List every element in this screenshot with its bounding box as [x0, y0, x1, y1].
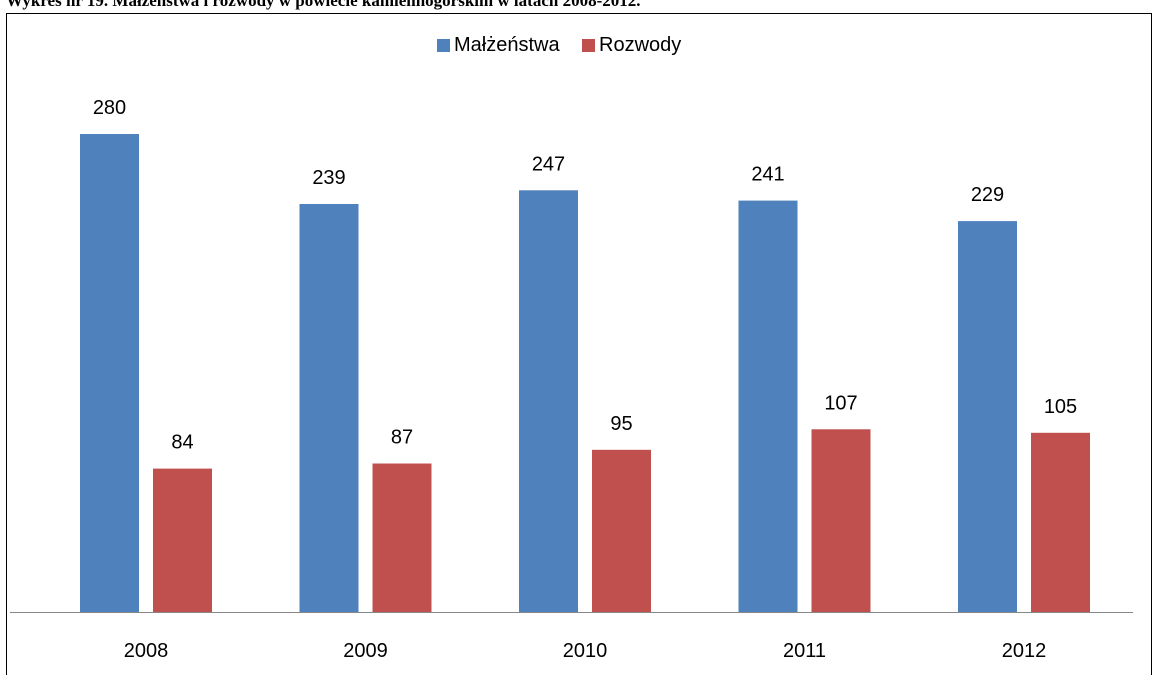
x-tick-label-2012: 2012	[1002, 640, 1047, 662]
legend-marker-0	[437, 39, 450, 52]
bar-rozwody-2008	[153, 468, 212, 612]
x-tick-label-2009: 2009	[343, 640, 388, 662]
bar-małżeństwa-2011	[738, 200, 798, 612]
chart-caption: Wykres nr 19. Małżeństwa i rozwody w pow…	[6, 0, 641, 10]
x-tick-label-2011: 2011	[783, 640, 826, 662]
chart-frame	[6, 13, 1152, 675]
x-tick-label-2010: 2010	[563, 640, 608, 662]
bar-małżeństwa-2012	[958, 221, 1017, 612]
bar-rozwody-2011	[811, 429, 871, 612]
legend: Małżeństwa Rozwody	[437, 34, 681, 56]
data-label-małżeństwa-2009: 239	[312, 167, 345, 189]
x-tick-label-2008: 2008	[124, 640, 169, 662]
data-label-małżeństwa-2012: 229	[971, 184, 1004, 206]
data-label-rozwody-2010: 95	[610, 413, 632, 435]
bar-rozwody-2012	[1031, 432, 1090, 613]
legend-label-1: Rozwody	[599, 34, 681, 56]
bar-rozwody-2010	[592, 449, 651, 612]
bar-małżeństwa-2010	[519, 190, 578, 613]
data-label-rozwody-2009: 87	[391, 427, 413, 449]
data-label-małżeństwa-2011: 241	[751, 164, 784, 186]
data-label-rozwody-2012: 105	[1044, 396, 1077, 418]
data-label-małżeństwa-2008: 280	[93, 97, 126, 119]
legend-label-0: Małżeństwa	[454, 34, 560, 56]
data-label-małżeństwa-2010: 247	[532, 153, 565, 175]
bar-małżeństwa-2008	[80, 134, 139, 612]
bar-małżeństwa-2009	[299, 204, 359, 612]
data-label-rozwody-2011: 107	[824, 392, 857, 414]
data-label-rozwody-2008: 84	[171, 432, 193, 454]
legend-marker-1	[582, 39, 595, 52]
bar-rozwody-2009	[372, 463, 432, 612]
